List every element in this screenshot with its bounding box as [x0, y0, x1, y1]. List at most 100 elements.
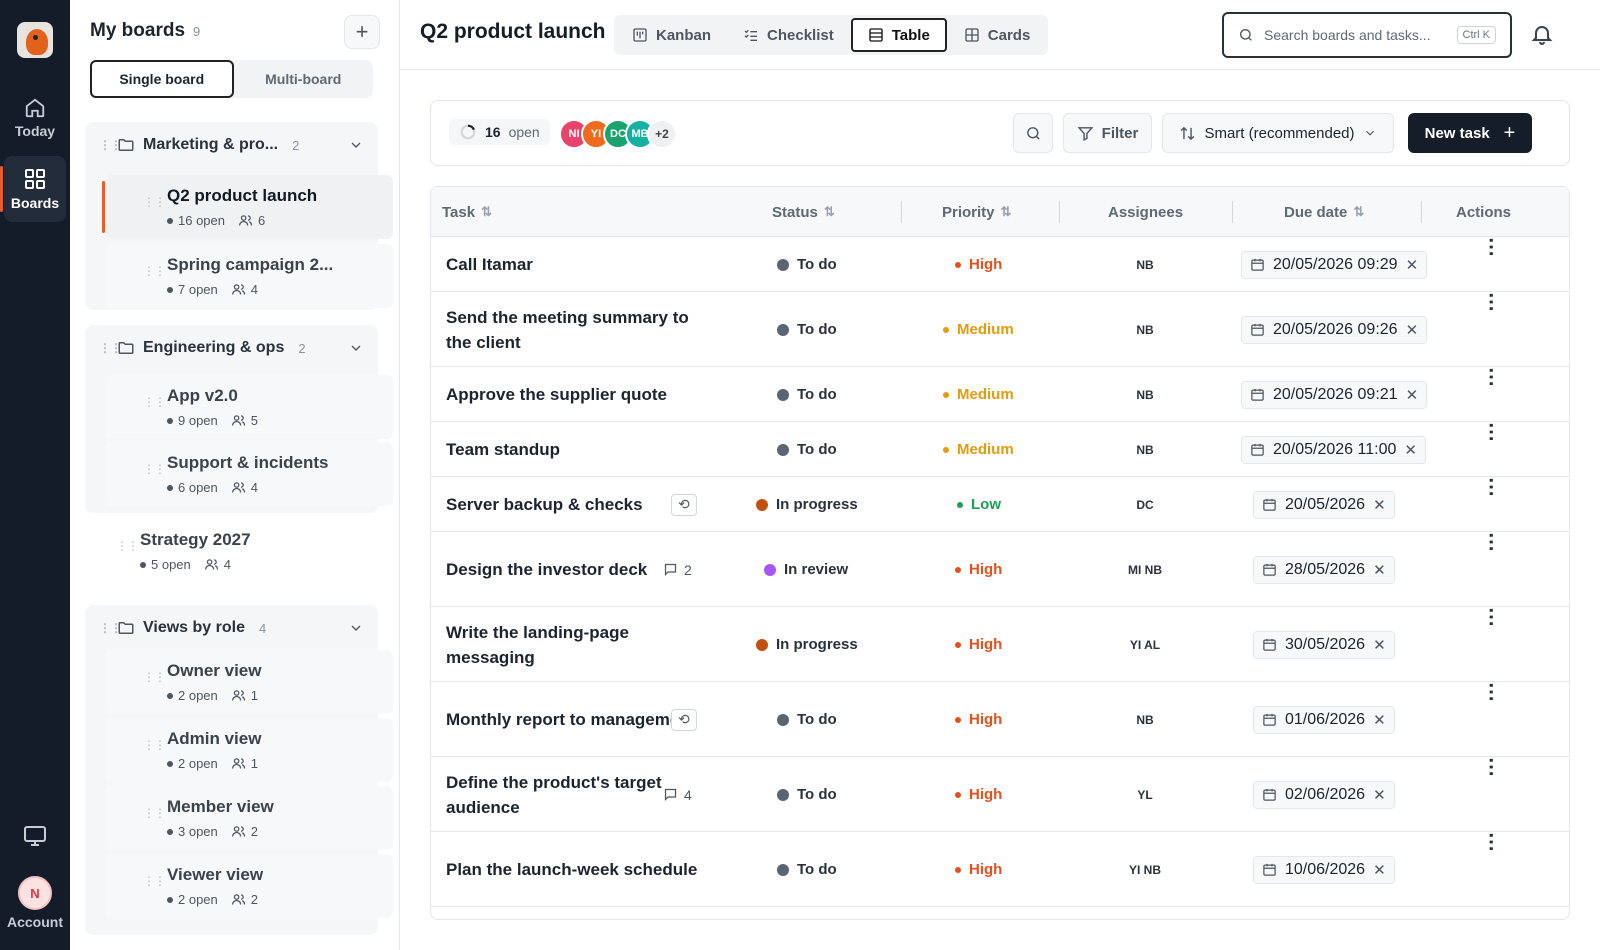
row-actions-icon[interactable]: ⋯ [1480, 237, 1502, 255]
task-name[interactable]: Approve the supplier quote [446, 385, 668, 404]
priority-cell[interactable]: Medium [943, 367, 1014, 422]
priority-cell[interactable]: High [955, 682, 1002, 757]
due-date-chip[interactable]: 20/05/2026 ✕ [1253, 490, 1395, 519]
assignees-cell[interactable]: MI NB [1128, 562, 1162, 577]
row-actions-icon[interactable]: ⋯ [1480, 532, 1502, 550]
sidebar-board-item[interactable]: ⋮⋮ Member view 3 open 2 [105, 786, 393, 850]
priority-cell[interactable]: High [955, 832, 1002, 907]
due-date-chip[interactable]: 20/05/2026 09:26 ✕ [1241, 315, 1428, 344]
priority-cell[interactable]: Low [957, 477, 1001, 532]
rail-today[interactable]: Today [4, 88, 66, 148]
task-name[interactable]: Monthly report to management [446, 710, 696, 729]
assignees-cell[interactable]: NB [1136, 257, 1154, 272]
table-row[interactable]: Define the product's target audience 4 To … [431, 757, 1569, 832]
assignees-cell[interactable]: DC [1136, 497, 1154, 512]
status-cell[interactable]: In progress [756, 607, 858, 682]
drag-handle-icon[interactable]: ⋮⋮ [143, 195, 166, 209]
clear-date-icon[interactable]: ✕ [1373, 636, 1386, 654]
assignees-cell[interactable]: NB [1136, 387, 1154, 402]
clear-date-icon[interactable]: ✕ [1373, 561, 1386, 579]
clear-date-icon[interactable]: ✕ [1404, 441, 1417, 459]
table-row[interactable]: Call Itamar To do High NB 20/05/2026 09:29 ✕ ⋯ [431, 237, 1569, 292]
row-actions-icon[interactable]: ⋯ [1480, 292, 1502, 310]
status-cell[interactable]: To do [777, 237, 837, 292]
status-cell[interactable]: In progress [756, 477, 858, 532]
status-cell[interactable]: To do [777, 292, 837, 367]
search-button[interactable] [1013, 113, 1053, 153]
chevron-down-icon[interactable] [348, 340, 364, 356]
group-header[interactable]: ⋮⋮ Marketing & pro... 2 [85, 122, 378, 168]
column-status[interactable]: Status ⇅ [772, 187, 835, 237]
chevron-down-icon[interactable] [348, 137, 364, 153]
add-board-button[interactable]: + [344, 15, 380, 49]
sidebar-board-item[interactable]: ⋮⋮ App v2.0 9 open 5 [105, 375, 393, 439]
priority-cell[interactable]: High [955, 532, 1002, 607]
table-row[interactable]: Server backup & checks ⟲ In progress Low DC 2… [431, 477, 1569, 532]
app-logo[interactable] [17, 22, 53, 58]
drag-handle-icon[interactable]: ⋮⋮ [143, 670, 166, 684]
tab-cards[interactable]: Cards [949, 18, 1046, 52]
drag-handle-icon[interactable]: ⋮⋮ [99, 341, 122, 355]
drag-handle-icon[interactable]: ⋮⋮ [143, 738, 166, 752]
group-header[interactable]: ⋮⋮ Engineering & ops 2 [85, 325, 378, 371]
filter-button[interactable]: Filter [1063, 113, 1152, 153]
due-date-chip[interactable]: 20/05/2026 11:00 ✕ [1241, 435, 1426, 464]
table-row[interactable]: Plan the launch-week schedule To do High YI… [431, 832, 1569, 907]
due-date-chip[interactable]: 30/05/2026 ✕ [1253, 630, 1395, 659]
new-task-button[interactable]: New task + [1408, 113, 1532, 153]
task-name[interactable]: Team standup [446, 440, 560, 459]
assignees-cell[interactable]: NB [1136, 712, 1154, 727]
sidebar-board-item[interactable]: ⋮⋮ Q2 product launch 16 open 6 [102, 175, 393, 239]
column-priority[interactable]: Priority ⇅ [942, 187, 1011, 237]
priority-cell[interactable]: High [955, 237, 1002, 292]
member-avatars[interactable]: NI YI DC MB +2 [559, 119, 677, 149]
drag-handle-icon[interactable]: ⋮⋮ [143, 874, 166, 888]
clear-date-icon[interactable]: ✕ [1405, 256, 1419, 274]
sidebar-board-item[interactable]: ⋮⋮ Admin view 2 open 1 [105, 718, 393, 782]
table-row[interactable]: Write the landing-page messaging In progr… [431, 607, 1569, 682]
due-date-chip[interactable]: 02/06/2026 ✕ [1253, 780, 1395, 809]
task-name[interactable]: Write the landing-page messaging [446, 622, 629, 667]
drag-handle-icon[interactable]: ⋮⋮ [116, 539, 139, 553]
priority-cell[interactable]: Medium [943, 292, 1014, 367]
clear-date-icon[interactable]: ✕ [1373, 861, 1386, 879]
multi-board-toggle[interactable]: Multi-board [265, 71, 342, 87]
status-cell[interactable]: To do [777, 682, 837, 757]
drag-handle-icon[interactable]: ⋮⋮ [143, 395, 166, 409]
row-actions-icon[interactable]: ⋯ [1480, 757, 1502, 775]
task-name[interactable]: Server backup & checks [446, 495, 643, 514]
due-date-chip[interactable]: 20/05/2026 09:29 ✕ [1241, 250, 1428, 279]
clear-date-icon[interactable]: ✕ [1373, 496, 1386, 514]
assignees-cell[interactable]: YI NB [1128, 862, 1161, 877]
due-date-chip[interactable]: 01/06/2026 ✕ [1253, 705, 1395, 734]
table-row[interactable]: Design the investor deck 2 In review High MI… [431, 532, 1569, 607]
group-header[interactable]: ⋮⋮ Views by role 4 [85, 605, 378, 651]
status-cell[interactable]: To do [777, 832, 837, 907]
due-date-chip[interactable]: 20/05/2026 09:21 ✕ [1241, 380, 1428, 409]
tab-table[interactable]: Table [850, 18, 947, 52]
status-cell[interactable]: To do [777, 367, 837, 422]
clear-date-icon[interactable]: ✕ [1405, 386, 1419, 404]
tab-checklist[interactable]: Checklist [728, 18, 849, 52]
row-actions-icon[interactable]: ⋯ [1480, 607, 1502, 625]
task-name[interactable]: Send the meeting summary to the client [446, 307, 689, 352]
assignees-cell[interactable]: NB [1136, 442, 1154, 457]
comment-count[interactable]: 2 [663, 559, 692, 581]
priority-cell[interactable]: High [955, 607, 1002, 682]
due-date-chip[interactable]: 28/05/2026 ✕ [1253, 555, 1395, 584]
drag-handle-icon[interactable]: ⋮⋮ [99, 138, 122, 152]
row-actions-icon[interactable]: ⋯ [1480, 832, 1502, 850]
sidebar-board-item[interactable]: ⋮⋮ Strategy 2027 5 open 4 [78, 519, 366, 583]
table-row[interactable]: Send the meeting summary to the client To… [431, 292, 1569, 367]
table-row[interactable]: Team standup To do Medium NB 20/05/2026 11:0… [431, 422, 1569, 477]
priority-cell[interactable]: High [955, 757, 1002, 832]
row-actions-icon[interactable]: ⋯ [1480, 367, 1502, 385]
task-name[interactable]: Design the investor deck [446, 560, 648, 579]
rail-account[interactable]: N Account [4, 868, 66, 938]
comment-count[interactable]: 4 [663, 784, 692, 806]
task-name[interactable]: Call Itamar [446, 255, 533, 274]
single-board-toggle[interactable]: Single board [90, 60, 234, 98]
assignees-cell[interactable]: YI AL [1129, 637, 1161, 652]
task-name[interactable]: Plan the launch-week schedule [446, 860, 698, 879]
drag-handle-icon[interactable]: ⋮⋮ [143, 462, 166, 476]
